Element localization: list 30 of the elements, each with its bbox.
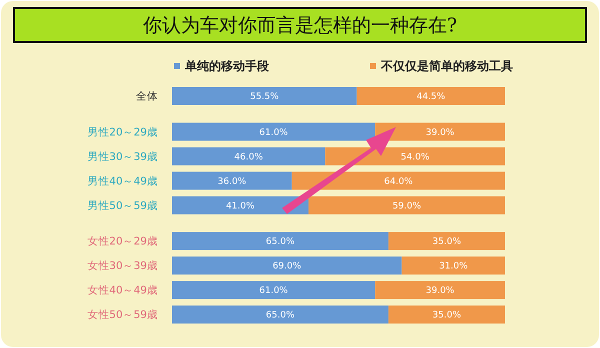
y-tick-label: 男性30～39歳 <box>87 150 158 163</box>
data-label: 35.0% <box>432 310 462 321</box>
y-tick-label: 女性20～29歳 <box>87 234 158 248</box>
data-label: 65.0% <box>266 310 295 321</box>
data-label: 39.0% <box>426 128 455 138</box>
data-label: 55.5% <box>250 92 280 102</box>
chart-title: 你认为车对你而言是怎样的一种存在? <box>142 14 458 37</box>
legend-label: 单纯的移动手段 <box>184 59 270 74</box>
y-tick-label: 男性40～49歳 <box>87 174 158 188</box>
data-label: 35.0% <box>432 237 462 248</box>
y-tick-label: 全体 <box>136 90 158 103</box>
data-label: 36.0% <box>218 176 247 187</box>
data-label: 61.0% <box>259 128 288 138</box>
data-label: 46.0% <box>234 152 264 162</box>
data-label: 69.0% <box>272 262 302 272</box>
data-label: 41.0% <box>226 201 256 212</box>
legend-label: 不仅仅是简单的移动工具 <box>380 59 513 74</box>
y-tick-label: 男性20～29歳 <box>87 125 158 138</box>
y-tick-label: 女性40～49歳 <box>87 284 158 297</box>
data-label: 64.0% <box>384 176 414 187</box>
data-label: 65.0% <box>266 237 295 248</box>
y-tick-label: 女性50～59歳 <box>87 308 158 322</box>
data-label: 39.0% <box>426 286 455 296</box>
y-tick-label: 女性30～39歳 <box>87 259 158 272</box>
data-label: 61.0% <box>259 286 288 296</box>
y-tick-label: 男性50～59歳 <box>87 198 158 212</box>
data-label: 59.0% <box>392 201 422 212</box>
data-label: 31.0% <box>439 262 468 272</box>
data-label: 54.0% <box>400 152 430 162</box>
data-label: 44.5% <box>416 92 446 102</box>
